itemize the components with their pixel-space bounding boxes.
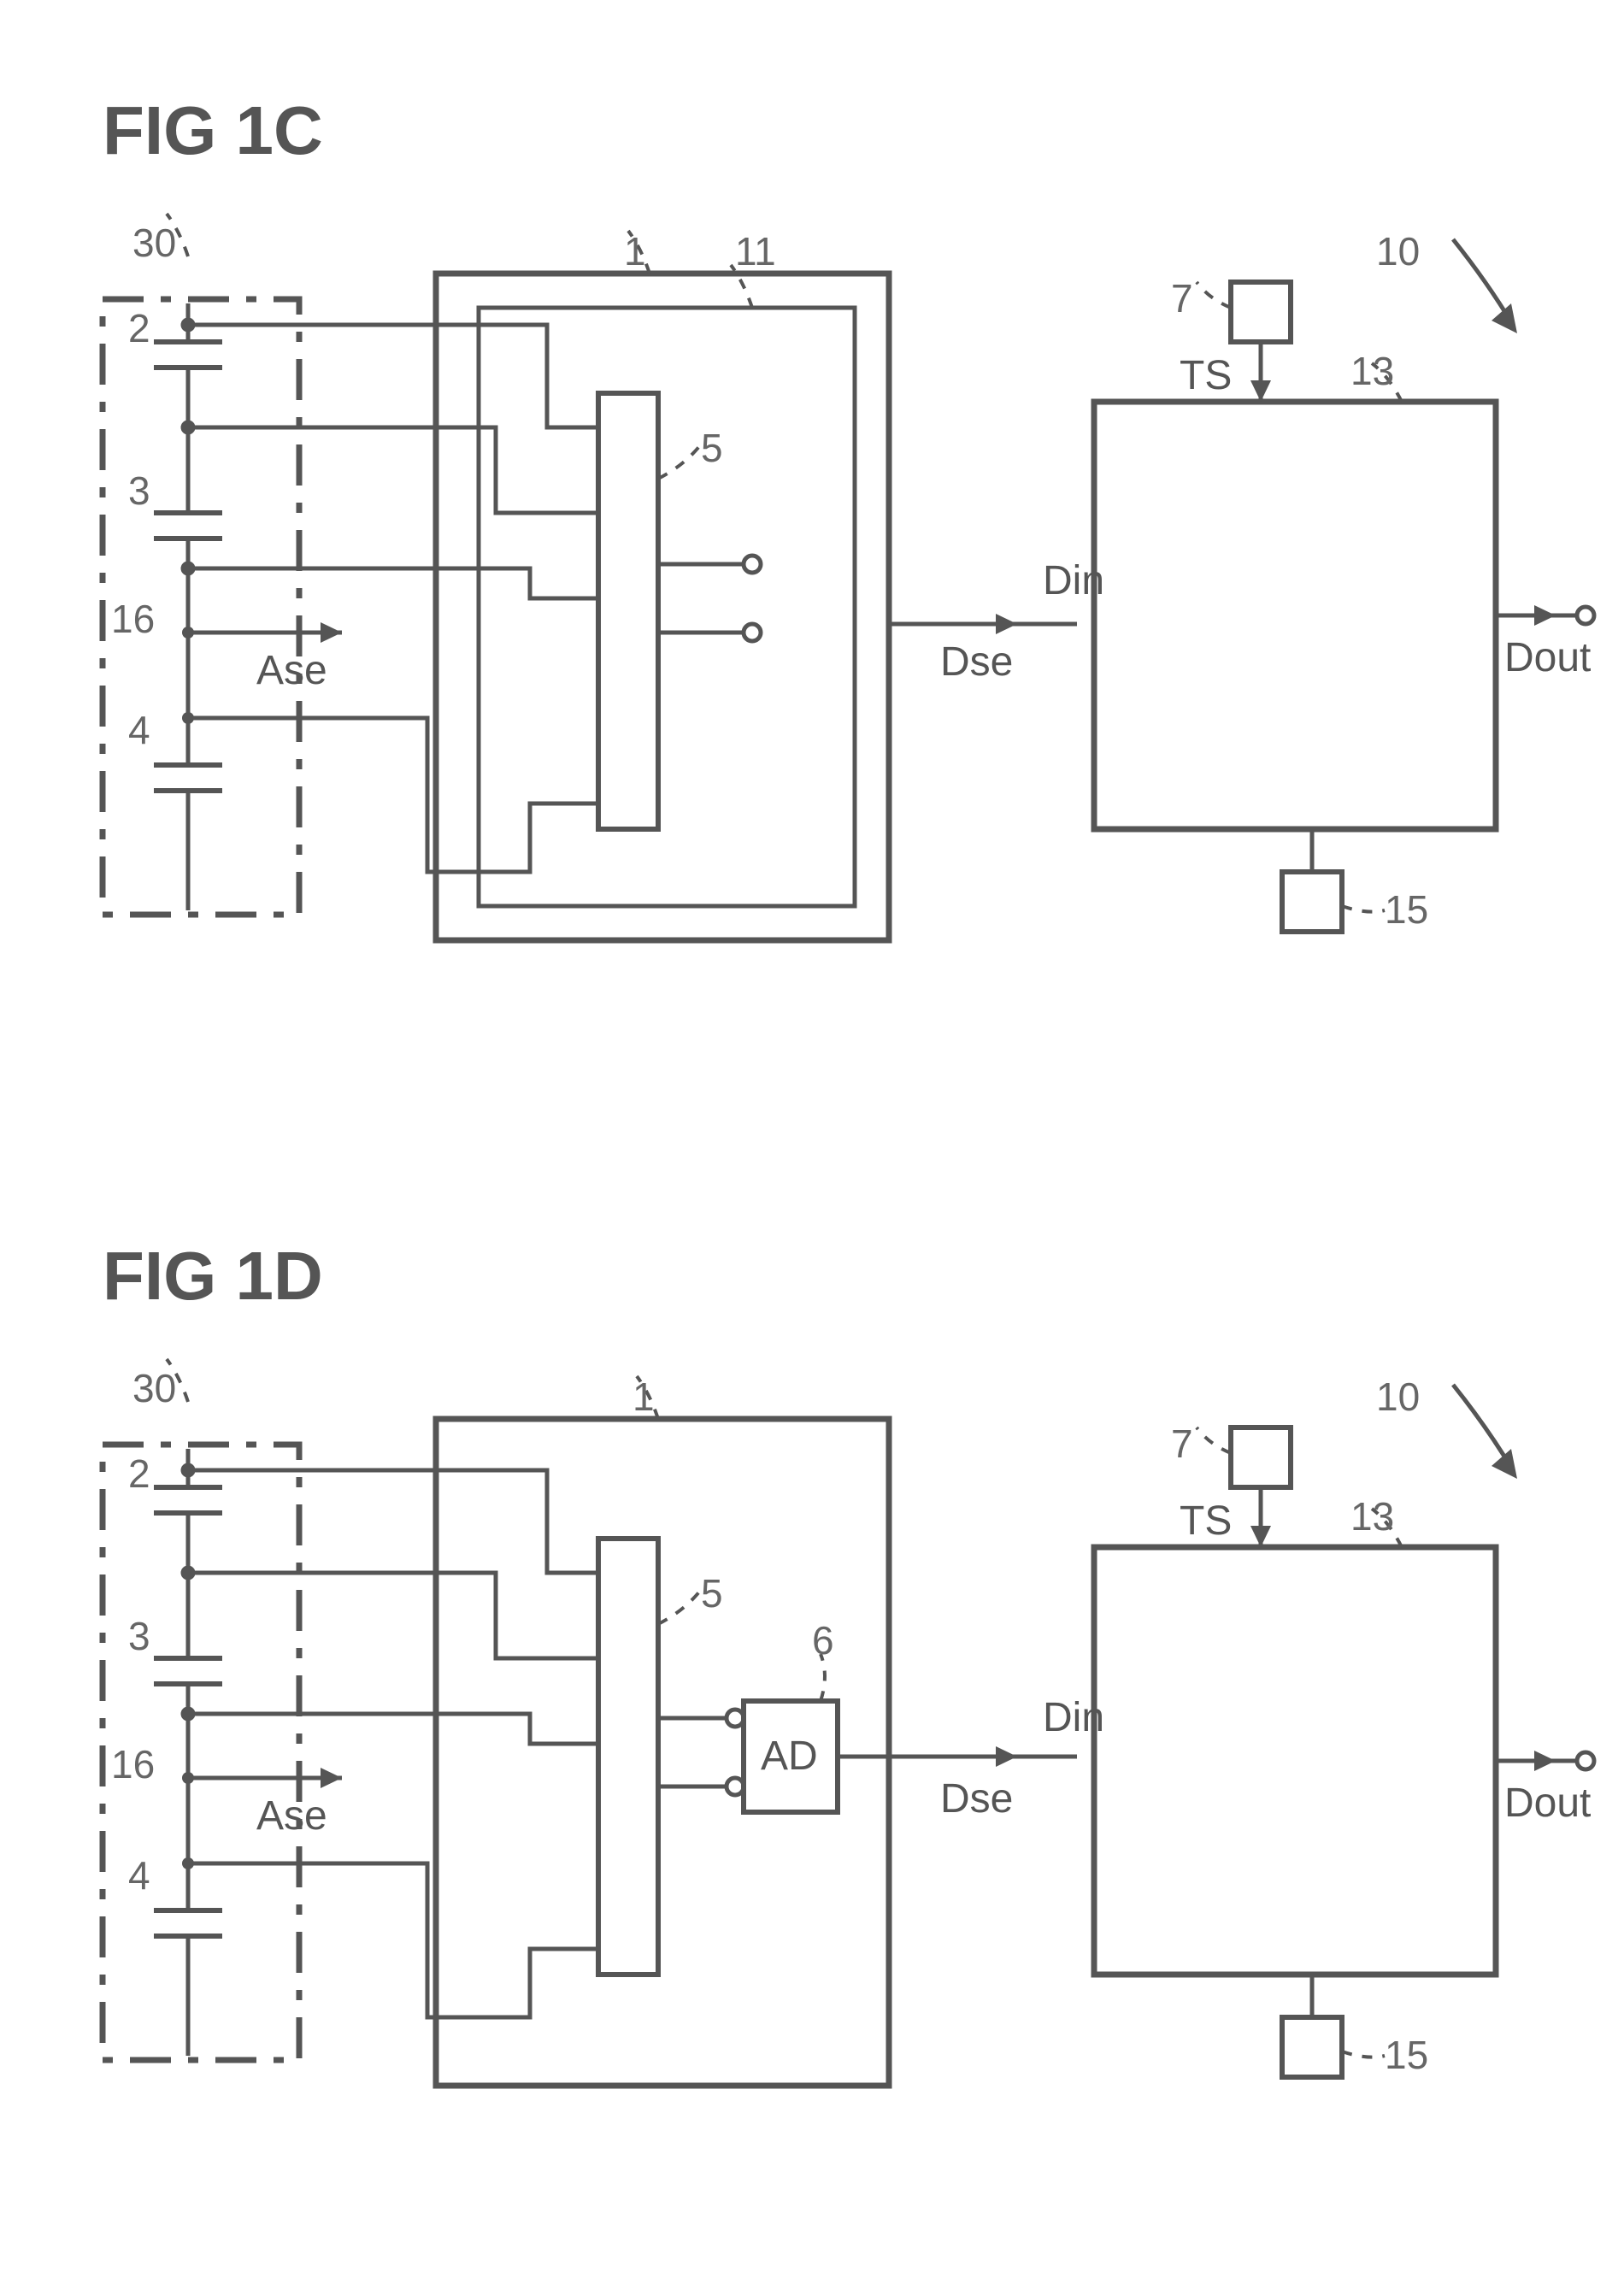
lead-15-d (1342, 2051, 1385, 2057)
dout-terminal (1577, 607, 1594, 624)
block-13-d (1094, 1547, 1496, 1975)
block5-outputs-d (658, 1710, 744, 1795)
lead-7 (1197, 282, 1231, 308)
fig-1c: FIG 1C 30 2 3 16 Ase 4 1 11 5 (103, 92, 1594, 940)
ref-15: 15 (1385, 887, 1428, 932)
capacitor-3 (154, 427, 222, 633)
block5-outputs (658, 556, 761, 641)
ref-6: 6 (812, 1618, 834, 1663)
capacitor-4 (154, 633, 222, 910)
label-dout: Dout (1504, 635, 1591, 680)
dout-terminal-d (1577, 1752, 1594, 1769)
dse-arrowhead-d (996, 1746, 1017, 1767)
ref-13-d: 13 (1350, 1494, 1394, 1539)
ref-11: 11 (735, 229, 776, 274)
capacitor-4-d (154, 1778, 222, 2056)
ts-arrowhead-d (1250, 1526, 1271, 1547)
ref-15-d: 15 (1385, 2033, 1428, 2077)
ref-5-d: 5 (701, 1571, 723, 1616)
block-1-d (436, 1419, 889, 2086)
label-ad: AD (761, 1733, 818, 1779)
diagram-root: FIG 1C 30 2 3 16 Ase 4 1 11 5 (0, 0, 1624, 2272)
label-ase-d: Ase (256, 1793, 327, 1839)
label-ase: Ase (256, 648, 327, 693)
ref-4-d: 4 (128, 1853, 150, 1898)
ref-10-d: 10 (1376, 1374, 1420, 1419)
label-dse-d: Dse (940, 1776, 1013, 1822)
wires-sensor-to-5-d (183, 1465, 598, 2017)
ref-2: 2 (128, 306, 150, 350)
lead-5 (658, 444, 701, 479)
ref-30: 30 (132, 221, 176, 265)
capacitor-3-d (154, 1573, 222, 1778)
ase-arrowhead (321, 622, 342, 643)
ref-13: 13 (1350, 349, 1394, 393)
dout-arrowhead (1534, 605, 1556, 626)
fig1c-title: FIG 1C (103, 92, 323, 168)
dse-arrowhead (996, 614, 1017, 634)
ref-2-d: 2 (128, 1451, 150, 1496)
block-15 (1282, 872, 1342, 932)
lead-15 (1342, 906, 1385, 912)
block-1 (436, 274, 889, 940)
label-ts: TS (1180, 353, 1232, 398)
block-5 (598, 393, 658, 829)
ref-5: 5 (701, 426, 723, 470)
ref-16: 16 (111, 597, 155, 641)
block-7 (1231, 282, 1291, 342)
lead-5-d (658, 1590, 701, 1624)
ref-3-d: 3 (128, 1614, 150, 1658)
block-5-d (598, 1539, 658, 1975)
ref-16-d: 16 (111, 1742, 155, 1786)
ref-30-d: 30 (132, 1366, 176, 1410)
ref-3: 3 (128, 468, 150, 513)
lead-7-d (1197, 1427, 1231, 1453)
block-11 (479, 308, 855, 906)
block-7-d (1231, 1427, 1291, 1487)
ts-arrowhead (1250, 380, 1271, 402)
ref-4: 4 (128, 708, 150, 752)
ref-10: 10 (1376, 229, 1420, 274)
dout-arrowhead-d (1534, 1751, 1556, 1771)
fig-1d: FIG 1D 30 2 3 16 Ase 4 1 5 (103, 1238, 1594, 2086)
ase-arrowhead-d (321, 1768, 342, 1788)
ref-1: 1 (624, 229, 646, 274)
label-ts-d: TS (1180, 1498, 1232, 1544)
label-dse: Dse (940, 639, 1013, 685)
ref-1-d: 1 (633, 1374, 655, 1419)
block-15-d (1282, 2017, 1342, 2077)
ref-7-d: 7 (1171, 1421, 1193, 1466)
block-13 (1094, 402, 1496, 829)
wires-sensor-to-5 (183, 320, 598, 872)
ref-7: 7 (1171, 276, 1193, 321)
fig1d-title: FIG 1D (103, 1238, 323, 1314)
label-dout-d: Dout (1504, 1781, 1591, 1826)
